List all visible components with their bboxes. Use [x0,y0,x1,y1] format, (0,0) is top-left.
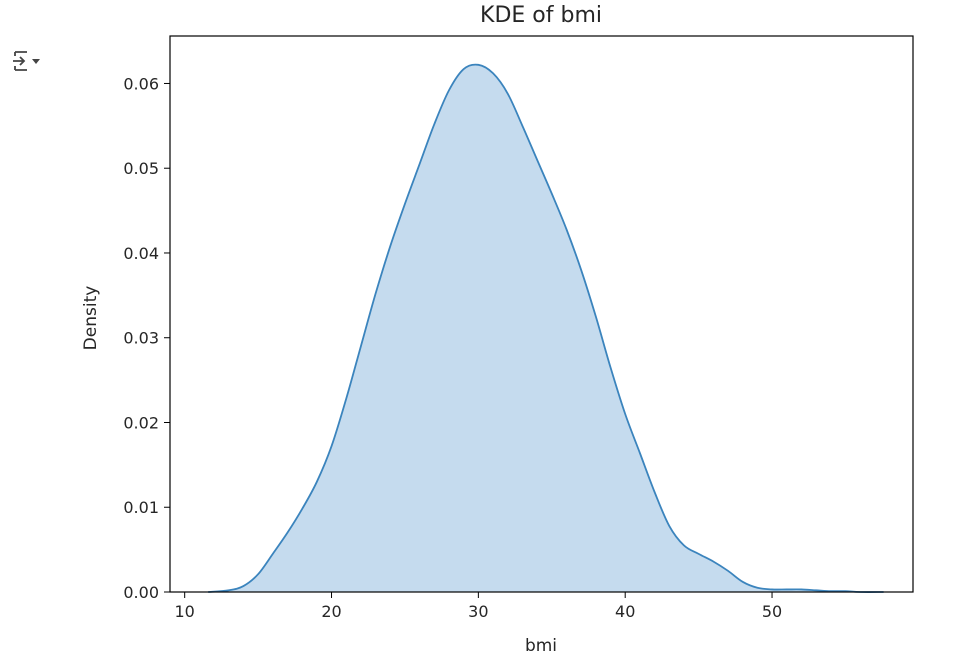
y-axis-label: Density [81,286,101,351]
density-area-fill [208,64,884,593]
chart-title: KDE of bmi [480,3,602,28]
output-toggle-icon[interactable] [8,44,46,78]
plot-frame [169,35,914,593]
x-tick-label: 10 [175,602,195,621]
x-axis-label: bmi [525,636,557,656]
output-toggle-glyph [13,51,40,71]
x-tick-label: 40 [615,602,635,621]
y-tick-label: 0.05 [123,159,159,178]
x-tick-label: 50 [762,602,782,621]
plot-area [208,63,884,593]
y-tick-label: 0.06 [123,74,159,93]
y-tick-label: 0.03 [123,329,159,348]
x-tick-label: 20 [321,602,341,621]
y-tick-label: 0.00 [123,583,159,602]
y-tick-label: 0.01 [123,498,159,517]
y-tick-label: 0.04 [123,244,159,263]
density-line [208,63,884,593]
x-axis: 10 20 30 40 50 [175,592,782,621]
y-tick-label: 0.02 [123,413,159,432]
y-axis: 0.00 0.01 0.02 0.03 0.04 0.05 0.06 [123,74,170,602]
x-tick-label: 30 [468,602,488,621]
